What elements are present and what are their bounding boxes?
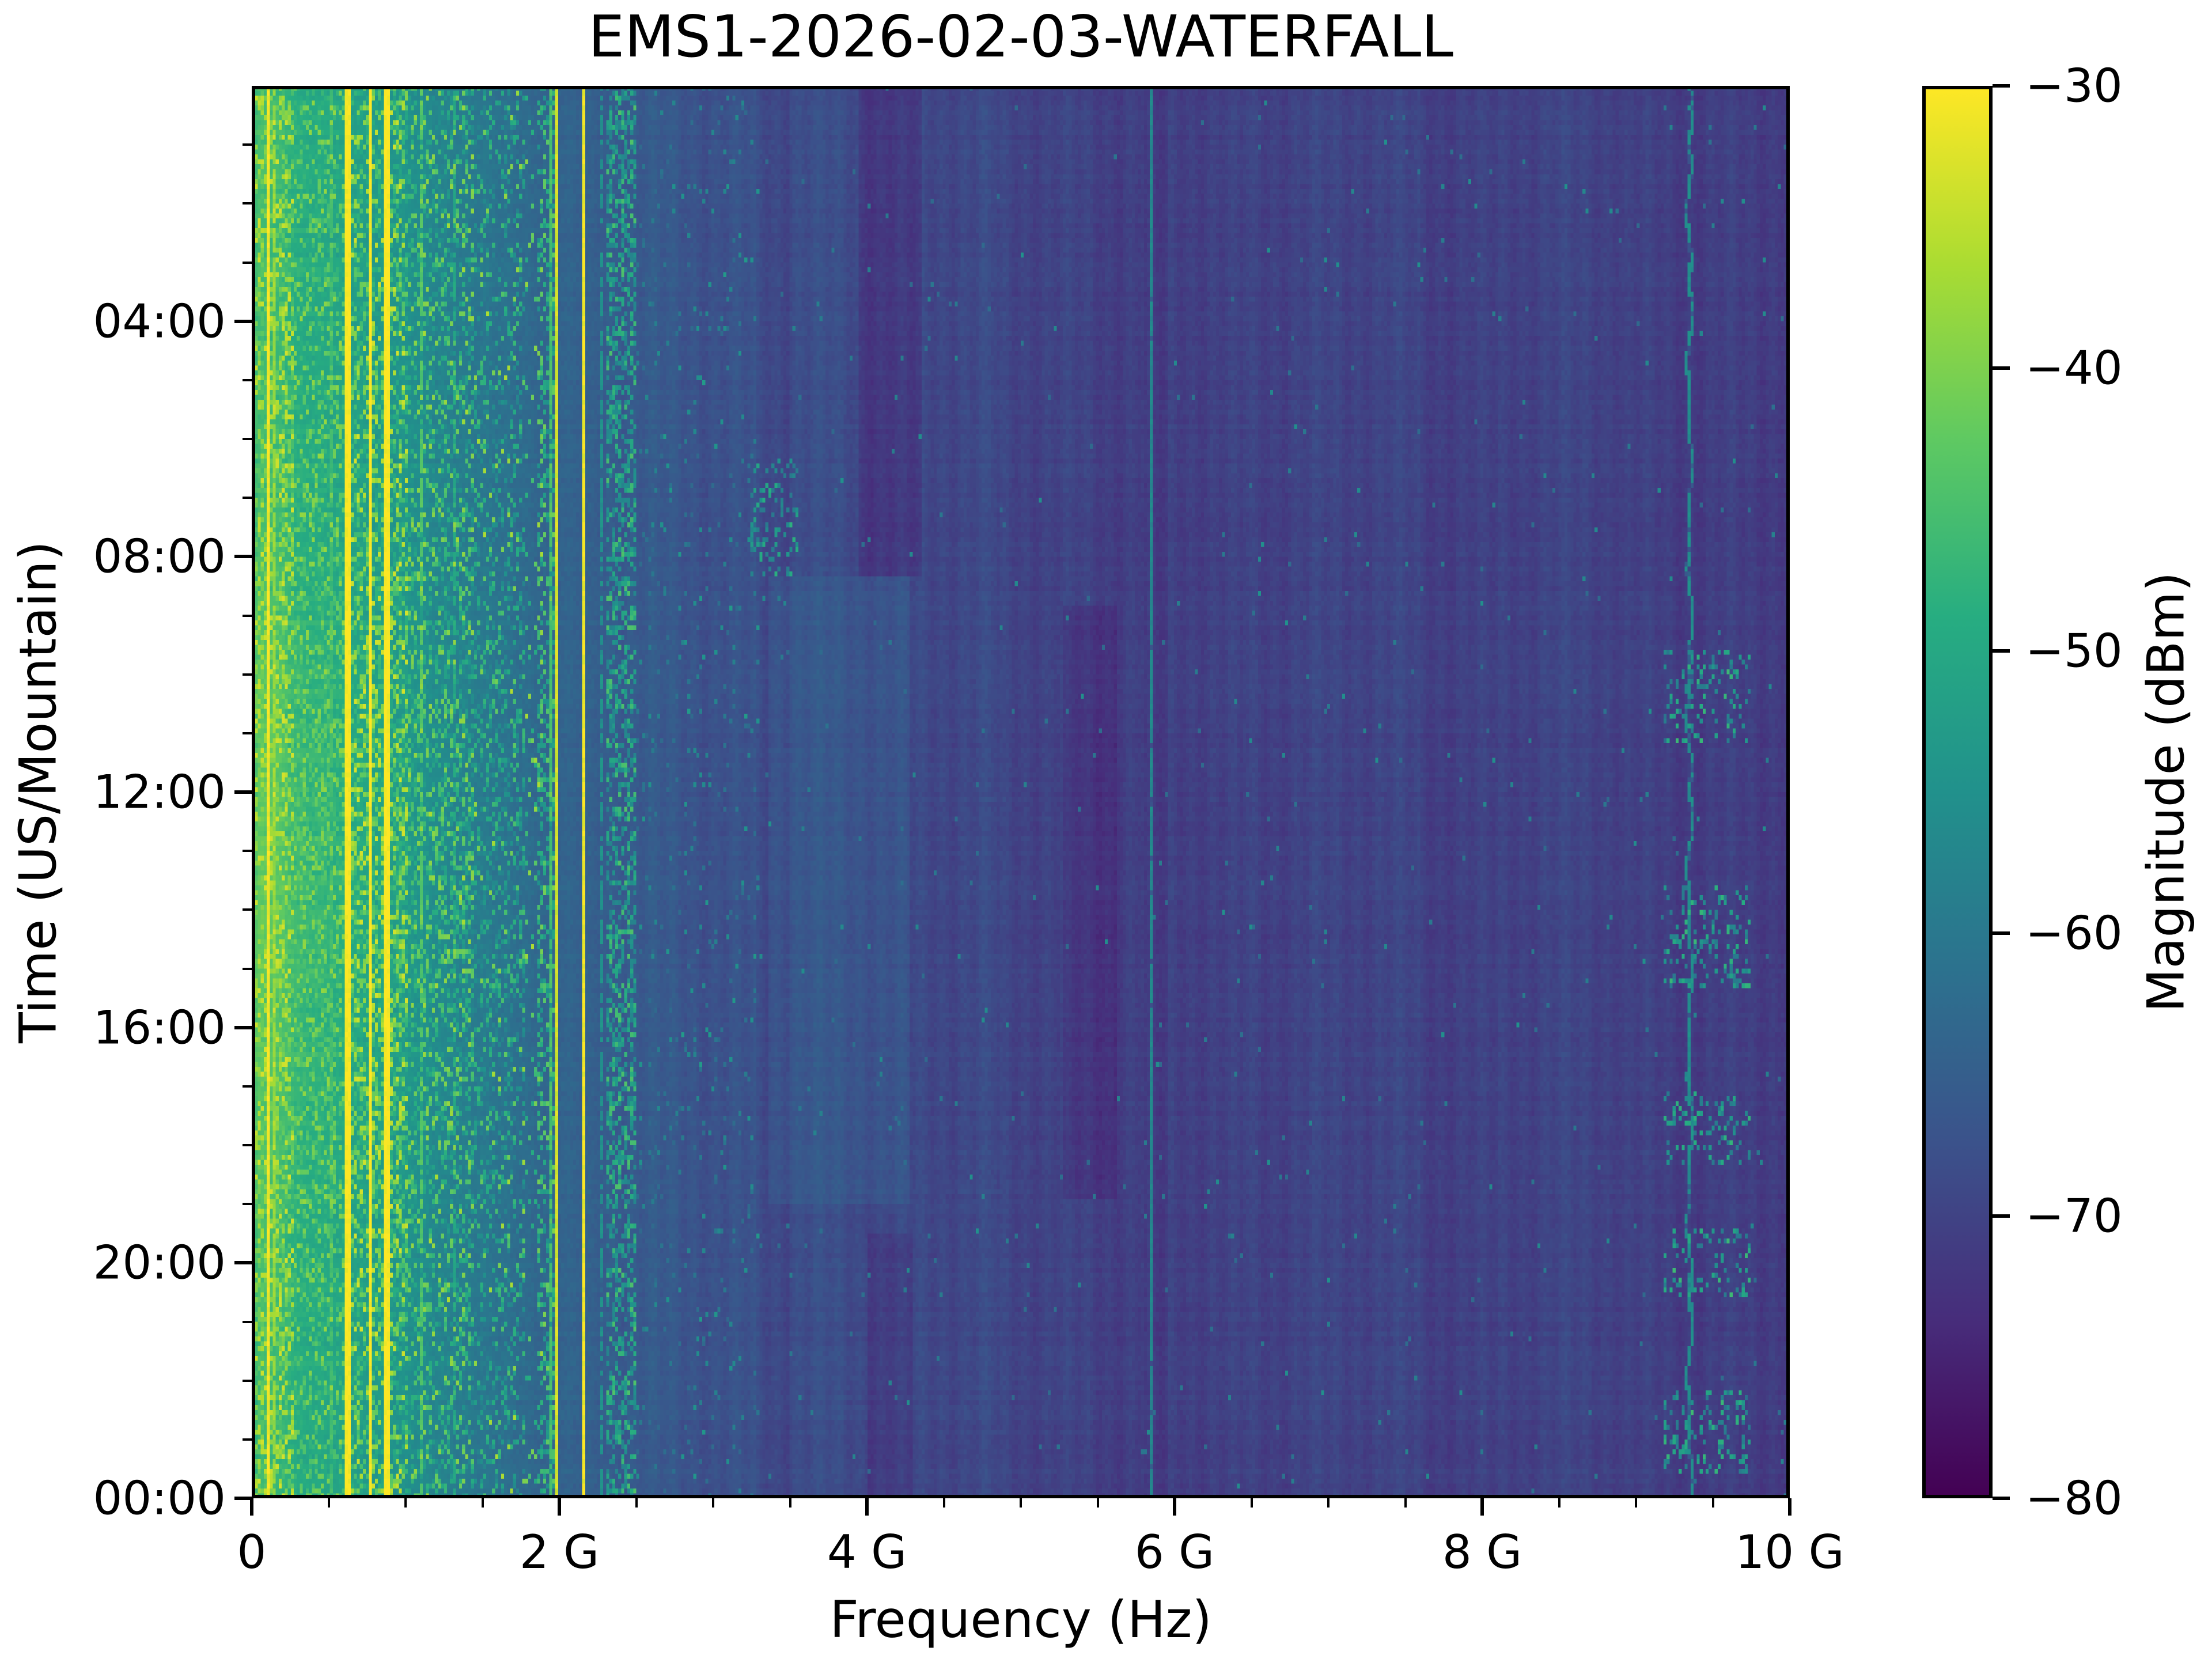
colorbar-tick — [1993, 931, 2010, 935]
y-minor-tick — [243, 438, 252, 440]
x-tick-label: 8 G — [1442, 1525, 1522, 1579]
x-minor-tick — [404, 1498, 407, 1508]
y-major-tick — [234, 555, 252, 559]
x-minor-tick — [789, 1498, 791, 1508]
y-minor-tick — [243, 850, 252, 853]
colorbar-label: Magnitude (dBm) — [2136, 571, 2196, 1013]
x-axis-label: Frequency (Hz) — [830, 1590, 1212, 1649]
y-minor-tick — [243, 908, 252, 911]
colorbar-tick — [1993, 366, 2010, 370]
x-tick-label: 0 — [237, 1525, 267, 1579]
x-minor-tick — [635, 1498, 638, 1508]
colorbar-tick-label: −50 — [2025, 624, 2123, 678]
x-minor-tick — [1020, 1498, 1022, 1508]
x-major-tick — [1173, 1498, 1176, 1516]
x-major-tick — [558, 1498, 561, 1516]
y-major-tick — [234, 1497, 252, 1500]
y-minor-tick — [243, 143, 252, 146]
x-minor-tick — [1404, 1498, 1407, 1508]
y-minor-tick — [243, 732, 252, 734]
y-minor-tick — [243, 1379, 252, 1382]
x-major-tick — [1788, 1498, 1791, 1516]
x-minor-tick — [1635, 1498, 1637, 1508]
y-tick-label: 08:00 — [93, 529, 226, 584]
x-tick-label: 6 G — [1134, 1525, 1215, 1579]
x-major-tick — [865, 1498, 869, 1516]
y-tick-label: 16:00 — [93, 1001, 226, 1055]
y-minor-tick — [243, 614, 252, 617]
y-minor-tick — [243, 497, 252, 499]
y-axis-label: Time (US/Mountain) — [8, 541, 68, 1043]
x-major-tick — [1480, 1498, 1484, 1516]
y-major-tick — [234, 1261, 252, 1265]
y-minor-tick — [243, 1203, 252, 1206]
colorbar-tick-label: −80 — [2025, 1471, 2123, 1525]
chart-title: EMS1-2026-02-03-WATERFALL — [588, 3, 1453, 70]
y-minor-tick — [243, 261, 252, 264]
colorbar-tick — [1993, 649, 2010, 653]
y-minor-tick — [243, 1144, 252, 1146]
y-major-tick — [234, 319, 252, 323]
y-minor-tick — [243, 967, 252, 970]
x-minor-tick — [1250, 1498, 1253, 1508]
y-minor-tick — [243, 202, 252, 205]
x-minor-tick — [327, 1498, 330, 1508]
y-minor-tick — [243, 1438, 252, 1441]
x-minor-tick — [1096, 1498, 1099, 1508]
x-tick-label: 4 G — [827, 1525, 907, 1579]
x-minor-tick — [481, 1498, 484, 1508]
x-tick-label: 2 G — [519, 1525, 600, 1579]
colorbar-tick — [1993, 1497, 2010, 1500]
y-tick-label: 12:00 — [93, 765, 226, 819]
colorbar-tick-label: −60 — [2025, 906, 2123, 960]
y-minor-tick — [243, 1320, 252, 1323]
colorbar-tick-label: −30 — [2025, 59, 2123, 113]
y-minor-tick — [243, 378, 252, 381]
spectrogram-canvas — [252, 86, 1790, 1498]
y-minor-tick — [243, 1085, 252, 1088]
x-minor-tick — [1558, 1498, 1560, 1508]
x-major-tick — [250, 1498, 253, 1516]
x-minor-tick — [712, 1498, 714, 1508]
colorbar-tick-label: −70 — [2025, 1189, 2123, 1243]
y-tick-label: 04:00 — [93, 294, 226, 349]
x-minor-tick — [1711, 1498, 1714, 1508]
x-minor-tick — [942, 1498, 945, 1508]
y-minor-tick — [243, 673, 252, 676]
y-tick-label: 00:00 — [93, 1471, 226, 1525]
colorbar — [1922, 86, 1993, 1498]
y-tick-label: 20:00 — [93, 1236, 226, 1290]
x-tick-label: 10 G — [1735, 1525, 1844, 1579]
x-minor-tick — [1327, 1498, 1330, 1508]
y-major-tick — [234, 790, 252, 794]
colorbar-tick-label: −40 — [2025, 341, 2123, 395]
colorbar-tick — [1993, 1214, 2010, 1218]
y-major-tick — [234, 1025, 252, 1029]
colorbar-tick — [1993, 84, 2010, 88]
